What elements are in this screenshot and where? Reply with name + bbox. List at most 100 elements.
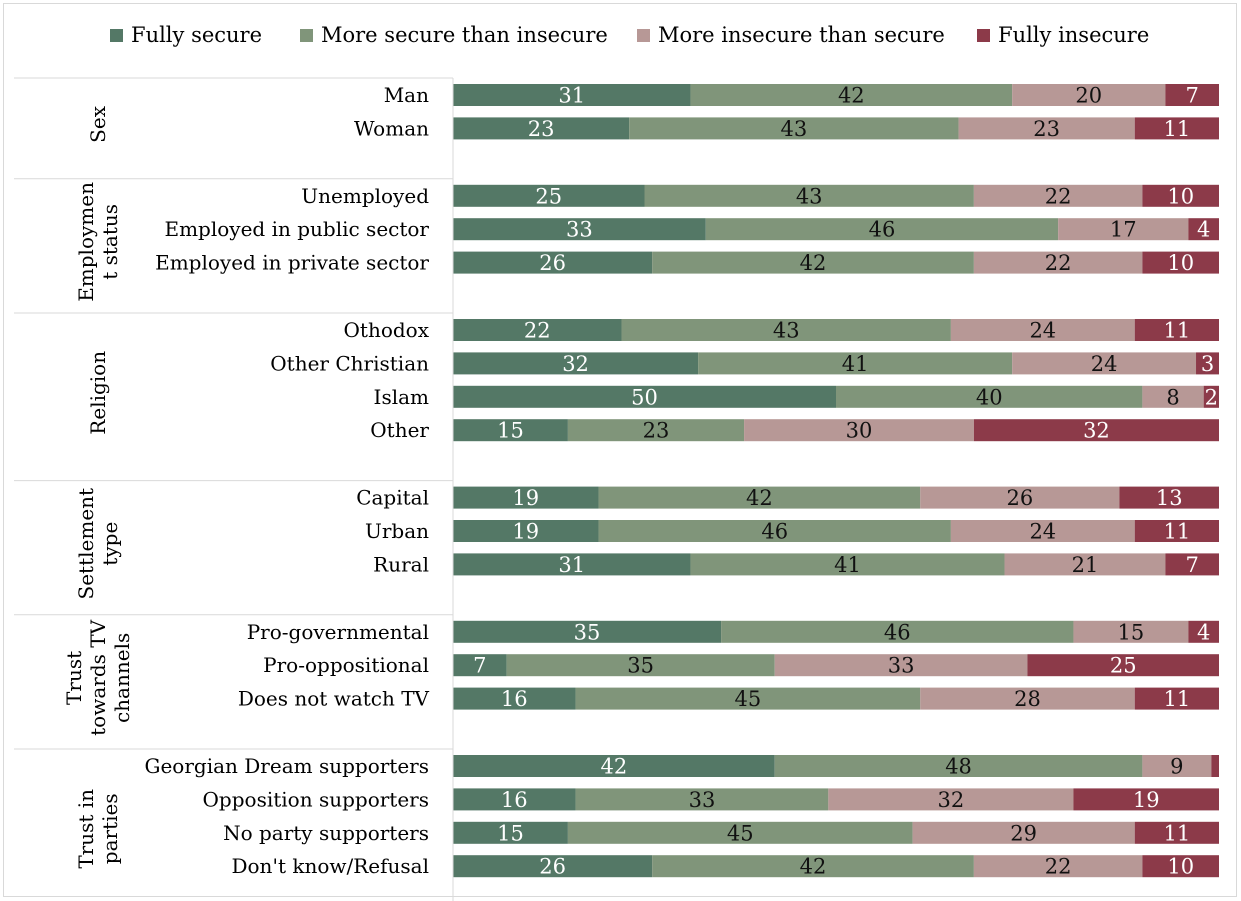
bar-segment-capital-3 [1119, 486, 1219, 509]
bar-segment-other-christian-3 [1196, 352, 1219, 375]
bar-segment-woman-3 [1134, 117, 1219, 140]
data-label-man-0: 31 [558, 84, 585, 108]
data-label-othodox-1: 43 [773, 319, 800, 343]
data-label-georgian-dream-supporters-0: 42 [600, 755, 627, 779]
bar-segment-georgian-dream-supporters-3 [1211, 755, 1219, 777]
data-label-employed-in-public-sector-2: 17 [1110, 218, 1137, 242]
bar-segment-don-t-know-refusal-3 [1142, 855, 1219, 878]
data-label-pro-governmental-3: 4 [1197, 620, 1210, 644]
data-label-employed-in-public-sector-1: 46 [869, 218, 896, 242]
bar-segment-other-1 [567, 419, 745, 442]
data-label-employed-in-private-sector-0: 26 [539, 251, 566, 275]
bar-segment-unemployed-1 [644, 184, 974, 207]
legend-item-more-secure: More secure than insecure [300, 20, 608, 50]
data-label-pro-oppositional-3: 25 [1110, 654, 1137, 678]
bar-segment-man-1 [690, 84, 1013, 106]
data-label-does-not-watch-tv-2: 28 [1014, 687, 1041, 711]
bar-segment-islam-1 [836, 385, 1143, 408]
bar-segment-other-0 [453, 419, 568, 442]
bar-segment-urban-2 [950, 520, 1135, 542]
bar-segment-other-christian-0 [453, 352, 699, 375]
data-label-islam-1: 40 [976, 385, 1003, 409]
bar-segment-does-not-watch-tv-0 [453, 687, 576, 710]
bar-segment-don-t-know-refusal-2 [973, 855, 1143, 878]
row-label-opposition-supporters: Opposition supporters [203, 787, 429, 811]
data-label-capital-0: 19 [512, 486, 539, 510]
bar-segment-unemployed-3 [1142, 184, 1219, 207]
legend-label-fully-secure: Fully secure [131, 23, 263, 47]
bar-segment-unemployed-0 [453, 184, 645, 207]
bar-segment-urban-1 [598, 520, 951, 542]
row-label-capital: Capital [356, 486, 429, 510]
data-label-does-not-watch-tv-3: 11 [1164, 687, 1191, 711]
bar-segment-urban-0 [453, 520, 599, 542]
data-label-man-3: 7 [1186, 84, 1199, 108]
data-label-employed-in-private-sector-3: 10 [1167, 251, 1194, 275]
data-label-unemployed-0: 25 [535, 184, 562, 208]
group-label-settlement-type-line-1: type [98, 522, 122, 566]
bar-segment-rural-1 [690, 553, 1005, 576]
legend-label-more-secure: More secure than insecure [321, 23, 608, 47]
bar-segment-pro-oppositional-3 [1027, 654, 1219, 677]
data-label-don-t-know-refusal-1: 42 [800, 855, 827, 879]
legend-item-more-insecure: More insecure than secure [637, 20, 945, 50]
data-label-capital-2: 26 [1006, 486, 1033, 510]
bar-segment-islam-3 [1203, 385, 1219, 408]
bar-segment-othodox-0 [453, 319, 622, 341]
data-label-other-christian-3: 3 [1201, 352, 1214, 376]
group-label-trust-towards-tv-channels-line-2: channels [110, 633, 134, 723]
data-label-other-christian-0: 32 [562, 352, 589, 376]
legend-swatch-more-secure [300, 28, 313, 42]
bar-segment-employed-in-public-sector-3 [1188, 218, 1219, 241]
data-label-othodox-0: 22 [524, 319, 551, 343]
data-label-opposition-supporters-1: 33 [689, 788, 716, 812]
data-label-does-not-watch-tv-1: 45 [735, 687, 762, 711]
bar-segment-employed-in-private-sector-0 [453, 251, 653, 274]
bar-segment-rural-3 [1165, 553, 1219, 576]
data-label-employed-in-public-sector-3: 4 [1197, 218, 1210, 242]
data-label-rural-3: 7 [1186, 553, 1199, 577]
bar-segment-pro-oppositional-0 [453, 654, 507, 677]
data-label-georgian-dream-supporters-1: 48 [945, 755, 972, 779]
data-label-pro-governmental-2: 15 [1118, 620, 1145, 644]
bar-segment-woman-1 [629, 117, 959, 140]
bar-segment-other-3 [973, 419, 1219, 442]
data-label-urban-3: 11 [1164, 520, 1191, 544]
data-label-othodox-3: 11 [1164, 319, 1191, 343]
bar-segment-opposition-supporters-2 [828, 788, 1074, 811]
row-label-pro-governmental: Pro-governmental [247, 620, 429, 644]
data-label-employed-in-private-sector-2: 22 [1045, 251, 1072, 275]
bar-segment-woman-0 [453, 117, 630, 140]
bar-segment-othodox-3 [1134, 319, 1219, 341]
bar-segment-no-party-supporters-3 [1134, 821, 1219, 844]
data-label-woman-1: 43 [781, 117, 808, 141]
row-label-does-not-watch-tv: Does not watch TV [238, 687, 430, 711]
row-label-no-party-supporters: No party supporters [223, 821, 429, 845]
data-label-other-2: 30 [846, 419, 873, 443]
bar-segment-employed-in-public-sector-2 [1058, 218, 1189, 241]
data-label-georgian-dream-supporters-2: 9 [1170, 755, 1183, 779]
data-label-islam-3: 2 [1205, 385, 1218, 409]
legend-swatch-fully-secure [110, 28, 123, 42]
bar-segment-opposition-supporters-1 [575, 788, 829, 811]
row-label-employed-in-public-sector: Employed in public sector [164, 217, 429, 241]
bar-segment-does-not-watch-tv-2 [920, 687, 1135, 710]
data-label-other-1: 23 [643, 419, 670, 443]
data-label-capital-1: 42 [746, 486, 773, 510]
data-label-islam-2: 8 [1166, 385, 1179, 409]
bar-segment-pro-governmental-0 [453, 620, 722, 643]
data-label-other-0: 15 [497, 419, 524, 443]
row-label-employed-in-private-sector: Employed in private sector [155, 251, 429, 275]
bar-segment-employed-in-private-sector-1 [652, 251, 974, 274]
bar-segment-rural-2 [1004, 553, 1166, 576]
data-label-unemployed-3: 10 [1167, 184, 1194, 208]
data-label-pro-governmental-0: 35 [574, 620, 601, 644]
group-label-trust-towards-tv-channels-line-1: towards TV [86, 619, 110, 735]
data-label-no-party-supporters-0: 15 [497, 821, 524, 845]
data-label-don-t-know-refusal-3: 10 [1167, 855, 1194, 879]
bar-segment-georgian-dream-supporters-1 [774, 755, 1143, 777]
row-label-othodox: Othodox [344, 318, 430, 342]
bar-segment-rural-0 [453, 553, 691, 576]
row-label-man: Man [384, 83, 429, 107]
bar-segment-georgian-dream-supporters-0 [453, 755, 775, 777]
